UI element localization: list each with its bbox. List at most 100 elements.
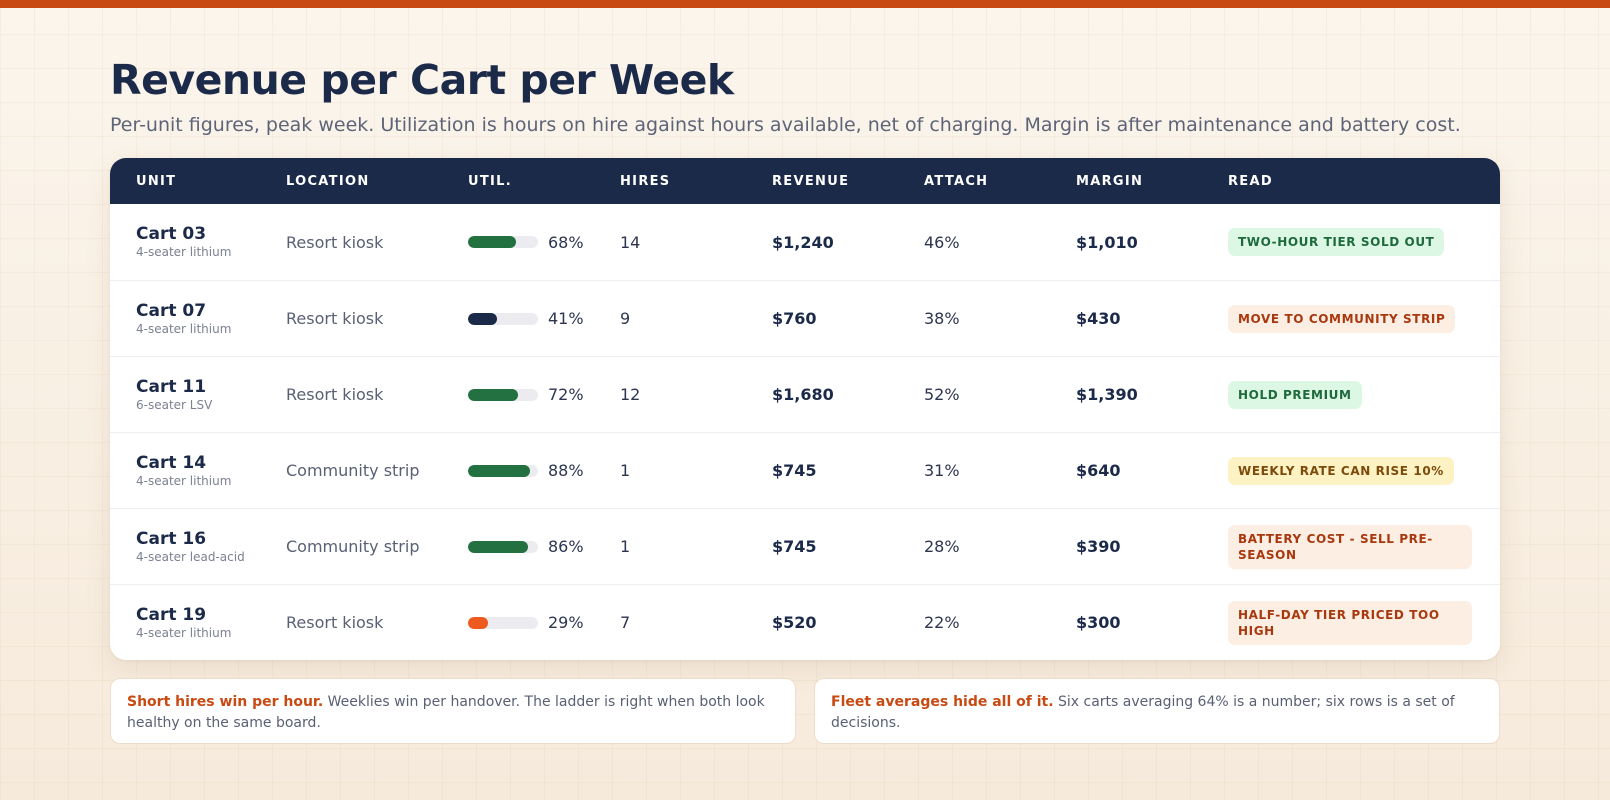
utilization-cell: 88% (468, 461, 620, 480)
table-row[interactable]: Cart 07 4-seater lithium Resort kiosk 41… (110, 280, 1500, 356)
unit-name: Cart 16 (136, 528, 207, 549)
table-row[interactable]: Cart 19 4-seater lithium Resort kiosk 29… (110, 584, 1500, 660)
unit-cell: Cart 14 4-seater lithium (136, 453, 286, 489)
attach-cell: 22% (924, 613, 960, 632)
utilization-value: 68% (548, 232, 584, 252)
utilization-cell: 41% (468, 309, 620, 328)
unit-name: Cart 07 (136, 300, 207, 321)
unit-name: Cart 14 (136, 452, 207, 473)
unit-type: 4-seater lithium (136, 473, 232, 488)
utilization-value: 41% (548, 309, 584, 328)
unit-type: 4-seater lead-acid (136, 549, 245, 564)
hires-cell: 12 (620, 385, 641, 404)
utilization-bar (468, 540, 538, 553)
attach-cell: 46% (924, 232, 960, 252)
read-badge: BATTERY COST - SELL PRE-SEASON (1228, 524, 1472, 569)
column-header-location[interactable]: LOCATION (286, 173, 370, 189)
revenue-table: UNIT LOCATION UTIL. HIRES REVENUE ATTACH… (110, 158, 1500, 660)
unit-type: 4-seater lithium (136, 625, 232, 640)
column-header-hires[interactable]: HIRES (620, 173, 671, 189)
utilization-bar (468, 236, 538, 248)
column-header-unit[interactable]: UNIT (136, 173, 177, 189)
location-cell: Community strip (286, 461, 420, 480)
column-header-margin[interactable]: MARGIN (1076, 173, 1144, 189)
top-accent-bar (0, 0, 1610, 8)
utilization-bar (468, 616, 538, 629)
unit-type: 6-seater LSV (136, 397, 213, 412)
read-cell: HOLD PREMIUM (1228, 380, 1500, 409)
page-subtitle: Per-unit figures, peak week. Utilization… (110, 114, 1461, 136)
location-cell: Resort kiosk (286, 385, 384, 404)
utilization-cell: 29% (468, 613, 620, 632)
page-content: Revenue per Cart per Week Per-unit figur… (110, 56, 1500, 744)
utilization-value: 72% (548, 385, 584, 404)
read-cell: WEEKLY RATE CAN RISE 10% (1228, 456, 1500, 485)
column-header-read[interactable]: READ (1228, 173, 1273, 189)
read-badge: HALF-DAY TIER PRICED TOO HIGH (1228, 600, 1472, 645)
hires-cell: 7 (620, 613, 631, 632)
utilization-cell: 72% (468, 385, 620, 404)
note-text: Weeklies win per handover. The ladder is… (127, 694, 765, 731)
attach-cell: 28% (924, 537, 960, 556)
unit-cell: Cart 16 4-seater lead-acid (136, 529, 286, 565)
table-body: Cart 03 4-seater lithium Resort kiosk 68… (110, 204, 1500, 660)
unit-type: 4-seater lithium (136, 321, 232, 336)
utilization-bar-fill (468, 312, 497, 325)
revenue-cell: $520 (772, 613, 817, 632)
utilization-cell: 68% (468, 233, 620, 252)
read-badge: WEEKLY RATE CAN RISE 10% (1228, 456, 1454, 485)
location-cell: Resort kiosk (286, 613, 384, 632)
read-badge: TWO-HOUR TIER SOLD OUT (1228, 228, 1445, 256)
revenue-cell: $745 (772, 537, 817, 556)
unit-cell: Cart 07 4-seater lithium (136, 301, 286, 337)
margin-cell: $430 (1076, 309, 1121, 328)
unit-name: Cart 03 (136, 224, 207, 244)
unit-name: Cart 19 (136, 604, 207, 625)
utilization-bar-fill (468, 388, 519, 401)
margin-cell: $1,010 (1076, 232, 1138, 252)
margin-cell: $300 (1076, 613, 1121, 632)
note-text: Six carts averaging 64% is a number; six… (831, 694, 1455, 731)
utilization-value: 88% (548, 461, 584, 480)
margin-cell: $640 (1076, 461, 1121, 480)
utilization-cell: 86% (468, 537, 620, 556)
column-header-revenue[interactable]: REVENUE (772, 173, 850, 189)
read-cell: HALF-DAY TIER PRICED TOO HIGH (1228, 600, 1500, 645)
table-header: UNIT LOCATION UTIL. HIRES REVENUE ATTACH… (110, 158, 1500, 204)
note-card: Short hires win per hour. Weeklies win p… (110, 678, 796, 744)
unit-cell: Cart 03 4-seater lithium (136, 224, 286, 260)
hires-cell: 1 (620, 461, 631, 480)
read-badge: HOLD PREMIUM (1228, 380, 1362, 409)
table-row[interactable]: Cart 14 4-seater lithium Community strip… (110, 432, 1500, 508)
table-row[interactable]: Cart 03 4-seater lithium Resort kiosk 68… (110, 204, 1500, 280)
unit-cell: Cart 11 6-seater LSV (136, 377, 286, 413)
utilization-bar-fill (468, 464, 530, 477)
location-cell: Community strip (286, 537, 420, 556)
margin-cell: $1,390 (1076, 385, 1138, 404)
utilization-bar (468, 464, 538, 477)
unit-name: Cart 11 (136, 376, 207, 397)
utilization-value: 29% (548, 613, 584, 632)
attach-cell: 31% (924, 461, 960, 480)
hires-cell: 9 (620, 309, 631, 328)
utilization-bar-fill (468, 616, 489, 629)
utilization-bar (468, 312, 538, 325)
utilization-bar-fill (468, 236, 516, 248)
table-row[interactable]: Cart 11 6-seater LSV Resort kiosk 72% 12… (110, 356, 1500, 432)
column-header-attach[interactable]: ATTACH (924, 173, 989, 189)
notes-row: Short hires win per hour. Weeklies win p… (110, 678, 1500, 744)
read-badge: MOVE TO COMMUNITY STRIP (1228, 304, 1456, 333)
location-cell: Resort kiosk (286, 232, 384, 252)
table-row[interactable]: Cart 16 4-seater lead-acid Community str… (110, 508, 1500, 584)
utilization-bar-fill (468, 540, 529, 553)
revenue-cell: $1,680 (772, 385, 834, 404)
utilization-bar (468, 388, 538, 401)
column-header-util[interactable]: UTIL. (468, 173, 512, 189)
note-heading: Short hires win per hour. (127, 694, 324, 710)
hires-cell: 14 (620, 232, 641, 252)
read-cell: MOVE TO COMMUNITY STRIP (1228, 304, 1500, 333)
note-heading: Fleet averages hide all of it. (831, 694, 1054, 710)
read-cell: BATTERY COST - SELL PRE-SEASON (1228, 524, 1500, 569)
utilization-value: 86% (548, 537, 584, 556)
hires-cell: 1 (620, 537, 631, 556)
